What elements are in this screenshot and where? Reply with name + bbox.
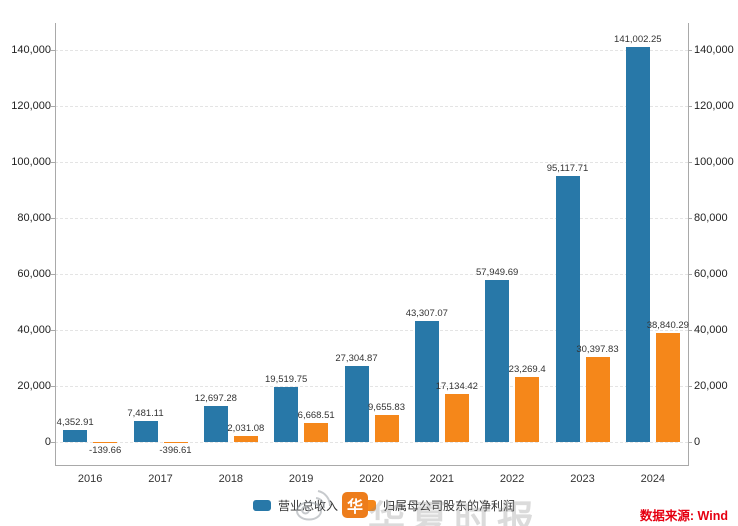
y-tick-label-right: 0 [694, 436, 701, 448]
x-tick-label: 2016 [77, 473, 103, 485]
gridline [55, 330, 688, 331]
y-tick-label-left: 60,000 [17, 268, 51, 280]
gridline [55, 106, 688, 107]
bar-value-label: 141,002.25 [614, 34, 662, 46]
x-tick-label: 2017 [148, 473, 173, 485]
bar-value-label: -396.61 [159, 445, 192, 457]
y-tick-label-left: 100,000 [11, 156, 51, 168]
bar-value-label: 6,668.51 [297, 410, 335, 422]
bar-value-label: 95,117.71 [546, 162, 589, 174]
x-tick-label: 2021 [429, 473, 455, 485]
bar-value-label: 38,840.29 [646, 320, 689, 332]
bar-value-label: 27,304.87 [335, 352, 378, 364]
y-axis-tick [688, 162, 692, 163]
source-note: 数据来源: Wind [639, 509, 728, 523]
bar-revenue-2023 [555, 175, 580, 442]
bar-value-label: 57,949.69 [476, 266, 519, 278]
bar-net-profit-2023 [585, 356, 610, 442]
x-tick-label: 2020 [359, 473, 384, 485]
y-tick-label-right: 40,000 [694, 324, 728, 336]
y-tick-label-right: 60,000 [694, 268, 728, 280]
gridline [55, 162, 688, 163]
bar-value-label: 2,031.08 [227, 423, 265, 435]
bar-value-label: 17,134.42 [435, 381, 478, 393]
y-axis-right [688, 23, 689, 465]
y-axis-tick [688, 442, 692, 443]
y-tick-label-left: 80,000 [17, 212, 51, 224]
bar-revenue-2016 [63, 429, 88, 442]
gridline [55, 442, 688, 443]
bar-value-label: 4,352.91 [56, 416, 94, 428]
watermark-text: 华夏时报 [368, 499, 540, 526]
bar-revenue-2021 [414, 320, 439, 442]
bar-revenue-2020 [344, 365, 369, 442]
bar-value-label: 30,397.83 [576, 343, 619, 355]
y-tick-label-right: 20,000 [694, 380, 728, 392]
y-axis-tick [688, 106, 692, 107]
x-tick-label: 2022 [499, 473, 525, 485]
weibo-icon [296, 490, 332, 521]
bar-revenue-2019 [274, 387, 299, 442]
y-axis-tick [51, 442, 55, 443]
y-axis-tick [688, 274, 692, 275]
legend-label-net-profit: 归属母公司股东的净利润 [383, 499, 516, 513]
y-tick-label-right: 100,000 [694, 156, 734, 168]
y-axis-tick [51, 274, 55, 275]
bar-value-label: 9,655.83 [368, 401, 405, 413]
gridline [55, 386, 688, 387]
y-axis-tick [51, 386, 55, 387]
bar-revenue-2024 [625, 47, 650, 442]
y-tick-label-left: 40,000 [17, 324, 51, 336]
y-axis-tick [51, 218, 55, 219]
y-axis-tick [688, 386, 692, 387]
y-tick-label-left: 140,000 [11, 44, 51, 56]
huaxia-logo: 华 [342, 492, 368, 518]
y-axis-tick [51, 50, 55, 51]
y-tick-label-left: 120,000 [11, 100, 51, 112]
y-axis-tick [51, 162, 55, 163]
y-tick-label-left: 20,000 [17, 380, 51, 392]
bar-revenue-2017 [133, 421, 158, 442]
gridline [55, 218, 688, 219]
x-tick-label: 2023 [570, 473, 595, 485]
bar-net-profit-2018 [233, 436, 258, 442]
bar-value-label: 43,307.07 [405, 307, 448, 319]
y-axis-left [55, 23, 56, 465]
y-axis-tick [688, 330, 692, 331]
bar-value-label: 19,519.75 [265, 374, 308, 386]
y-axis-tick [51, 330, 55, 331]
bar-net-profit-2020 [374, 414, 399, 442]
bar-revenue-2018 [203, 406, 228, 442]
x-tick-label: 2018 [218, 473, 244, 485]
y-tick-label-right: 140,000 [694, 44, 734, 56]
x-tick-label: 2019 [288, 473, 314, 485]
y-tick-label-right: 80,000 [694, 212, 728, 224]
bar-net-profit-2022 [515, 376, 540, 442]
bar-value-label: 7,481.11 [127, 408, 164, 420]
y-tick-label-right: 120,000 [694, 100, 734, 112]
bar-net-profit-2024 [655, 333, 680, 442]
gridline [55, 50, 688, 51]
x-tick-label: 2024 [640, 473, 666, 485]
bar-net-profit-2017 [163, 442, 188, 444]
bar-net-profit-2019 [304, 423, 329, 442]
y-tick-label-left: 0 [44, 436, 51, 448]
bar-value-label: 12,697.28 [194, 393, 237, 405]
bar-revenue-2022 [485, 279, 510, 442]
legend-swatch-revenue [253, 500, 271, 511]
y-axis-tick [51, 106, 55, 107]
bar-net-profit-2016 [93, 442, 118, 443]
bar-value-label: 23,269.4 [508, 363, 546, 375]
x-axis [55, 465, 689, 466]
bar-value-label: -139.66 [89, 445, 122, 456]
y-axis-tick [688, 218, 692, 219]
bar-net-profit-2021 [444, 394, 469, 442]
gridline [55, 274, 688, 275]
y-axis-tick [688, 50, 692, 51]
